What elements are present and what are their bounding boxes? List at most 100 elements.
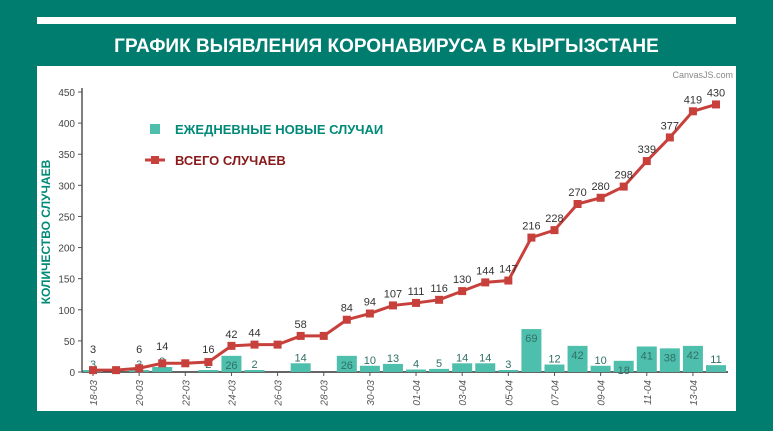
line-label: 84 (341, 303, 353, 315)
legend-bar-icon (150, 124, 160, 134)
y-tick-label: 150 (58, 275, 75, 286)
series-line (93, 103, 717, 372)
bar (406, 369, 427, 372)
y-tick-label: 50 (64, 337, 76, 348)
line-point (596, 193, 605, 202)
bar-label: 11 (710, 354, 721, 366)
x-tick-label: 26-03 (274, 380, 285, 407)
line-point (89, 366, 97, 375)
line-point (158, 359, 167, 368)
x-tick-label: 20-03 (135, 380, 146, 407)
line-point (135, 364, 144, 373)
bar-label: 26 (225, 360, 237, 372)
bar-label: 38 (664, 352, 676, 364)
line-label: 130 (453, 274, 471, 286)
x-tick-label: 07-04 (550, 380, 561, 406)
line-label: 228 (545, 213, 563, 225)
y-tick-label: 300 (58, 181, 75, 192)
x-tick-label: 01-04 (412, 380, 423, 406)
x-tick-label: 11-04 (643, 380, 654, 405)
bar-label: 42 (687, 350, 699, 362)
bar (706, 365, 726, 372)
bar (636, 346, 657, 372)
line-point (550, 226, 559, 235)
chart-panel (37, 66, 736, 411)
line-point (435, 295, 444, 304)
bar (452, 363, 473, 372)
bar (682, 345, 703, 372)
line-label: 280 (591, 181, 609, 193)
line-point (619, 182, 628, 191)
bar-label: 26 (341, 360, 353, 372)
line-point (688, 107, 697, 116)
line-label: 6 (136, 344, 142, 356)
bar (429, 368, 450, 372)
line-point (573, 200, 582, 208)
line-label: 107 (384, 288, 402, 300)
x-tick-label: 30-03 (366, 380, 377, 406)
y-tick-label: 450 (58, 88, 75, 99)
legend-bar-label: ЕЖЕДНЕВНЫЕ НОВЫЕ СЛУЧАИ (175, 122, 383, 137)
bar-label: 13 (387, 353, 399, 365)
bar-label: 3 (505, 359, 511, 371)
bar (659, 348, 680, 372)
line-point (412, 298, 421, 307)
bar (152, 367, 173, 372)
bar-label: 42 (571, 350, 583, 362)
line-point (296, 331, 305, 340)
line-point (642, 157, 651, 166)
line-label: 16 (202, 344, 214, 356)
x-tick-label: 18-03 (89, 380, 100, 406)
y-tick-label: 400 (58, 119, 75, 130)
bar-label: 14 (295, 352, 307, 364)
bar-label: 5 (436, 358, 442, 370)
x-tick-label: 09-04 (597, 380, 608, 406)
x-tick-label: 03-04 (458, 380, 469, 406)
line-point (342, 315, 351, 324)
bar-label: 14 (479, 352, 491, 364)
line-point (458, 287, 467, 296)
line-label: 14 (156, 341, 168, 353)
line-label: 116 (430, 283, 448, 295)
x-tick-label: 13-04 (689, 380, 700, 406)
line-point (527, 233, 536, 242)
bar (521, 329, 542, 372)
line-point (504, 276, 513, 285)
bar-label: 69 (525, 333, 537, 345)
line-point (365, 309, 374, 318)
line-label: 94 (364, 297, 376, 309)
bar (382, 363, 403, 372)
line-label: 377 (661, 120, 679, 132)
x-tick-label: 22-03 (181, 380, 192, 407)
bar (544, 364, 565, 372)
bar-label: 10 (364, 355, 376, 367)
x-tick-label: 24-03 (227, 380, 238, 407)
line-point (273, 340, 282, 349)
bar (359, 365, 380, 372)
bar-label: 3 (90, 359, 96, 371)
bar-label: 12 (548, 354, 560, 366)
x-tick-label: 28-03 (320, 380, 331, 407)
line-label: 3 (90, 344, 96, 356)
line-label: 419 (684, 94, 702, 106)
bar (221, 355, 242, 372)
bar (567, 345, 588, 372)
line-label: 339 (638, 144, 656, 156)
bar (613, 360, 634, 372)
line-label: 147 (499, 264, 517, 276)
line-label: 270 (568, 187, 586, 199)
page-title: ГРАФИК ВЫЯВЛЕНИЯ КОРОНАВИРУСА В КЫРГЫЗСТ… (114, 36, 659, 57)
line-point (181, 359, 190, 368)
line-label: 144 (476, 265, 494, 277)
y-tick-label: 100 (58, 306, 75, 317)
line-point (712, 100, 720, 109)
line-label: 111 (408, 286, 425, 298)
legend-line-label: ВСЕГО СЛУЧАЕВ (175, 153, 286, 168)
line-label: 298 (615, 170, 633, 182)
bar-label: 4 (413, 359, 419, 371)
line-label: 42 (225, 329, 237, 341)
line-point (250, 340, 259, 349)
watermark: CanvasJS.com (672, 70, 733, 80)
line-point (112, 366, 121, 375)
